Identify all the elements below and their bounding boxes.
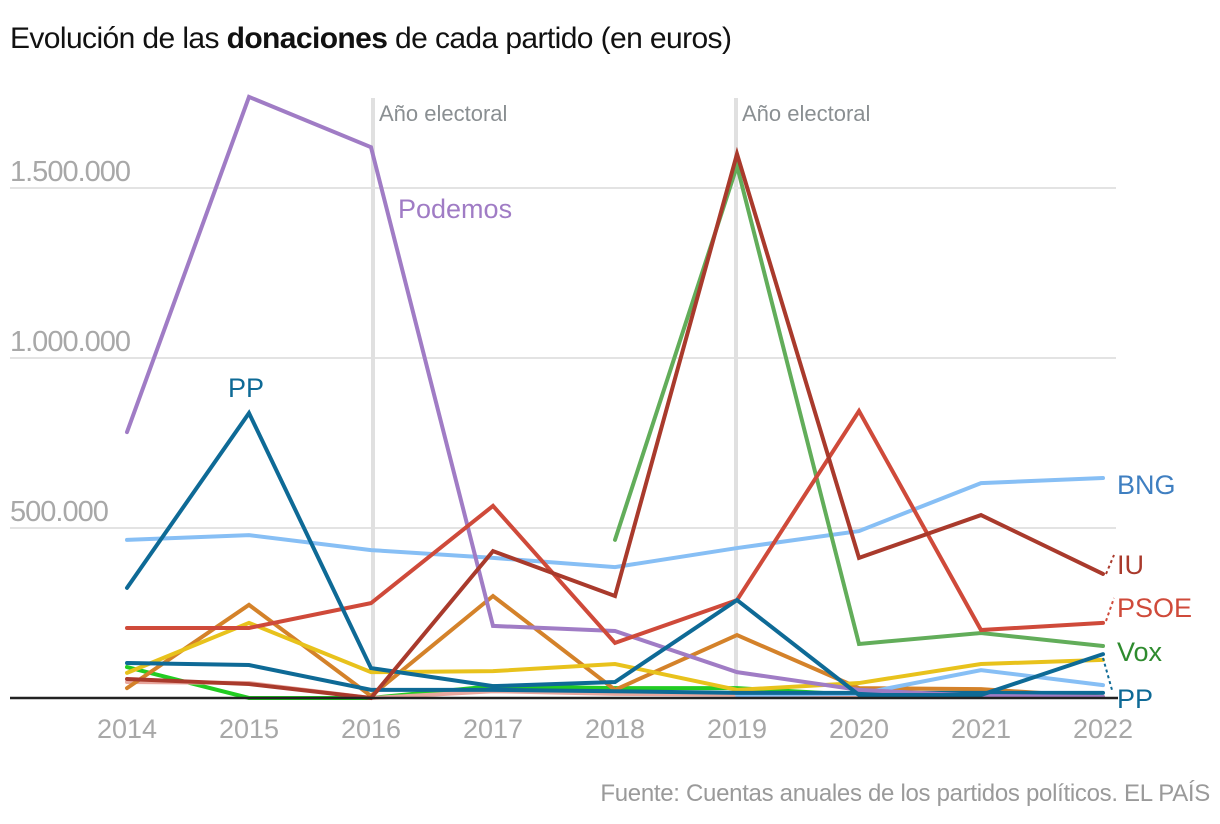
chart-title: Evolución de las donaciones de cada part… [10, 22, 732, 56]
series-labels: BNG Podemos Vox PSOE PP PP IU [228, 194, 1192, 714]
series-label-bng: BNG [1117, 470, 1176, 500]
election-year-label: Año electoral [742, 101, 870, 126]
x-tick-label: 2017 [463, 714, 523, 744]
series-label-iu: IU [1117, 550, 1144, 580]
label-connector [1105, 597, 1115, 622]
title-bold: donaciones [226, 22, 388, 55]
x-tick-label: 2018 [585, 714, 645, 744]
series-line-bng [125, 476, 1105, 570]
series-label-pp: PP [1117, 684, 1153, 714]
series-label-podemos: Podemos [398, 194, 512, 224]
gridlines [10, 187, 1116, 529]
series-label-psoe: PSOE [1117, 593, 1192, 623]
label-connector [1105, 554, 1115, 575]
x-tick-label: 2014 [97, 714, 157, 744]
title-prefix: Evolución de las [10, 22, 227, 55]
series-line-podemos [125, 94, 1105, 699]
x-tick-label: 2015 [219, 714, 279, 744]
title-suffix: de cada partido (en euros) [387, 22, 732, 55]
x-tick-label: 2022 [1073, 714, 1133, 744]
series-label-pp-peak: PP [228, 373, 264, 403]
series-line-iu [125, 146, 1105, 701]
series-label-vox: Vox [1117, 637, 1163, 667]
x-tick-label: 2016 [341, 714, 401, 744]
series-line-psoe [125, 407, 1105, 646]
series-line-vox [613, 158, 1105, 648]
source-note: Fuente: Cuentas anuales de los partidos … [600, 780, 1210, 807]
y-tick-label: 500.000 [10, 496, 108, 528]
y-tick-label: 1.000.000 [10, 326, 130, 358]
election-year-markers: Año electoral Año electoral [371, 98, 870, 698]
y-tick-label: 1.500.000 [10, 156, 130, 188]
y-axis-ticks: 500.000 1.000.000 1.500.000 [10, 156, 131, 528]
x-tick-label: 2021 [951, 714, 1011, 744]
series-line-pp [125, 409, 1105, 697]
x-axis-ticks: 2014 2015 2016 2017 2018 2019 2020 2021 2022 [97, 714, 1133, 744]
x-tick-label: 2020 [829, 714, 889, 744]
series-line-otro-amarillo [125, 620, 1105, 692]
x-tick-label: 2019 [707, 714, 767, 744]
election-year-label: Año electoral [379, 101, 507, 126]
